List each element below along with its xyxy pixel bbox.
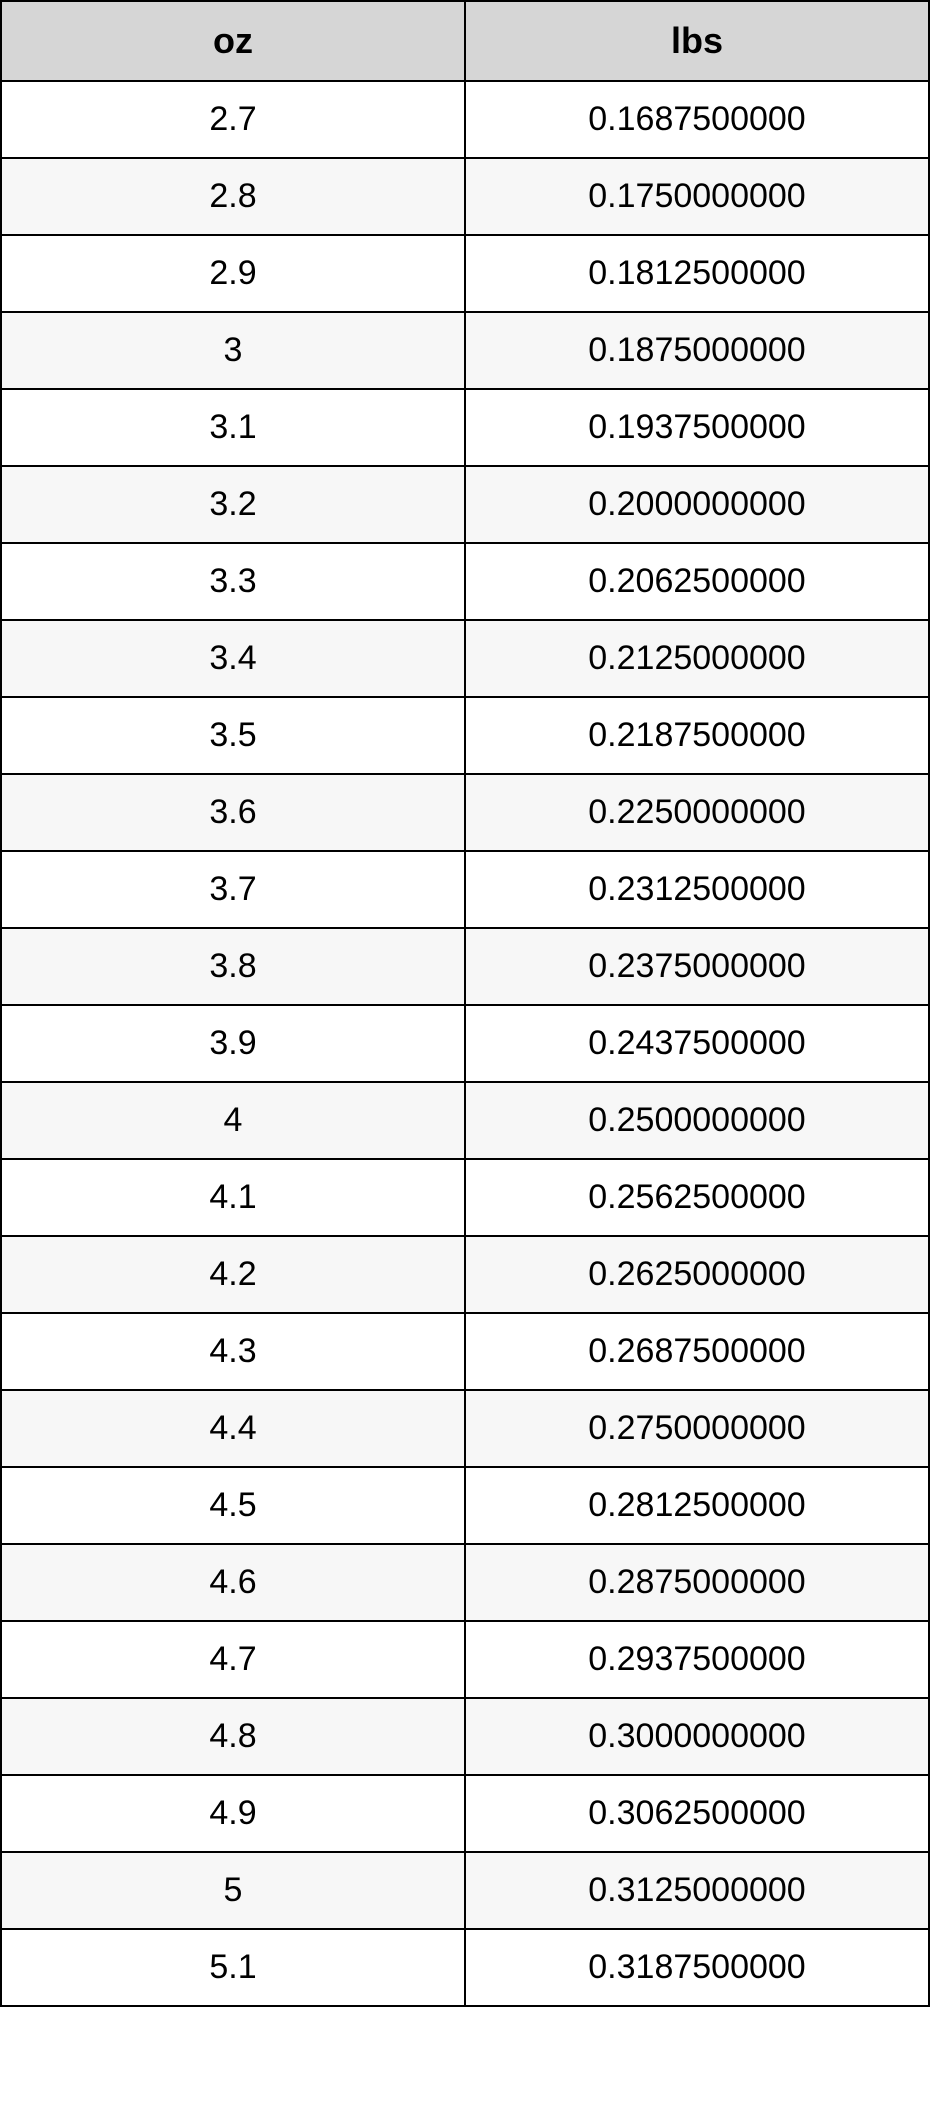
table-row: 3.20.2000000000 xyxy=(1,466,929,543)
cell-lbs: 0.2000000000 xyxy=(465,466,929,543)
cell-lbs: 0.1687500000 xyxy=(465,81,929,158)
table-row: 3.60.2250000000 xyxy=(1,774,929,851)
cell-oz: 3 xyxy=(1,312,465,389)
cell-oz: 5 xyxy=(1,1852,465,1929)
cell-lbs: 0.2750000000 xyxy=(465,1390,929,1467)
cell-lbs: 0.2125000000 xyxy=(465,620,929,697)
cell-oz: 3.7 xyxy=(1,851,465,928)
table-row: 2.70.1687500000 xyxy=(1,81,929,158)
cell-oz: 4.8 xyxy=(1,1698,465,1775)
table-row: 3.90.2437500000 xyxy=(1,1005,929,1082)
cell-oz: 4.2 xyxy=(1,1236,465,1313)
table-row: 4.60.2875000000 xyxy=(1,1544,929,1621)
table-row: 50.3125000000 xyxy=(1,1852,929,1929)
cell-oz: 4.7 xyxy=(1,1621,465,1698)
cell-lbs: 0.3000000000 xyxy=(465,1698,929,1775)
cell-oz: 4.5 xyxy=(1,1467,465,1544)
table-row: 30.1875000000 xyxy=(1,312,929,389)
table-row: 4.10.2562500000 xyxy=(1,1159,929,1236)
cell-lbs: 0.2812500000 xyxy=(465,1467,929,1544)
cell-lbs: 0.1875000000 xyxy=(465,312,929,389)
cell-oz: 4.6 xyxy=(1,1544,465,1621)
cell-oz: 4 xyxy=(1,1082,465,1159)
cell-lbs: 0.2312500000 xyxy=(465,851,929,928)
table-row: 4.90.3062500000 xyxy=(1,1775,929,1852)
cell-oz: 3.3 xyxy=(1,543,465,620)
cell-lbs: 0.2062500000 xyxy=(465,543,929,620)
cell-lbs: 0.2500000000 xyxy=(465,1082,929,1159)
cell-oz: 4.1 xyxy=(1,1159,465,1236)
table-body: 2.70.16875000002.80.17500000002.90.18125… xyxy=(1,81,929,2006)
table-row: 40.2500000000 xyxy=(1,1082,929,1159)
cell-lbs: 0.2250000000 xyxy=(465,774,929,851)
cell-lbs: 0.2937500000 xyxy=(465,1621,929,1698)
column-header-lbs: lbs xyxy=(465,1,929,81)
conversion-table: oz lbs 2.70.16875000002.80.17500000002.9… xyxy=(0,0,930,2007)
column-header-oz: oz xyxy=(1,1,465,81)
table-row: 5.10.3187500000 xyxy=(1,1929,929,2006)
table-row: 3.50.2187500000 xyxy=(1,697,929,774)
cell-oz: 3.1 xyxy=(1,389,465,466)
table-row: 3.30.2062500000 xyxy=(1,543,929,620)
cell-oz: 3.8 xyxy=(1,928,465,1005)
table-row: 3.70.2312500000 xyxy=(1,851,929,928)
cell-lbs: 0.1812500000 xyxy=(465,235,929,312)
cell-oz: 2.9 xyxy=(1,235,465,312)
cell-lbs: 0.2687500000 xyxy=(465,1313,929,1390)
table-row: 4.70.2937500000 xyxy=(1,1621,929,1698)
cell-oz: 4.9 xyxy=(1,1775,465,1852)
cell-oz: 4.3 xyxy=(1,1313,465,1390)
cell-oz: 2.7 xyxy=(1,81,465,158)
cell-oz: 3.2 xyxy=(1,466,465,543)
cell-lbs: 0.2437500000 xyxy=(465,1005,929,1082)
cell-oz: 3.9 xyxy=(1,1005,465,1082)
cell-lbs: 0.1750000000 xyxy=(465,158,929,235)
table-row: 2.90.1812500000 xyxy=(1,235,929,312)
cell-lbs: 0.2187500000 xyxy=(465,697,929,774)
table-row: 2.80.1750000000 xyxy=(1,158,929,235)
cell-oz: 2.8 xyxy=(1,158,465,235)
cell-lbs: 0.1937500000 xyxy=(465,389,929,466)
cell-lbs: 0.2625000000 xyxy=(465,1236,929,1313)
table-row: 4.80.3000000000 xyxy=(1,1698,929,1775)
table-row: 4.40.2750000000 xyxy=(1,1390,929,1467)
cell-oz: 3.6 xyxy=(1,774,465,851)
table-row: 4.20.2625000000 xyxy=(1,1236,929,1313)
cell-oz: 3.4 xyxy=(1,620,465,697)
cell-oz: 3.5 xyxy=(1,697,465,774)
cell-oz: 5.1 xyxy=(1,1929,465,2006)
cell-lbs: 0.3187500000 xyxy=(465,1929,929,2006)
table-row: 3.10.1937500000 xyxy=(1,389,929,466)
table-row: 3.40.2125000000 xyxy=(1,620,929,697)
cell-lbs: 0.2875000000 xyxy=(465,1544,929,1621)
table-header-row: oz lbs xyxy=(1,1,929,81)
cell-lbs: 0.3062500000 xyxy=(465,1775,929,1852)
cell-oz: 4.4 xyxy=(1,1390,465,1467)
table-row: 4.50.2812500000 xyxy=(1,1467,929,1544)
cell-lbs: 0.2375000000 xyxy=(465,928,929,1005)
table-row: 3.80.2375000000 xyxy=(1,928,929,1005)
cell-lbs: 0.2562500000 xyxy=(465,1159,929,1236)
table-row: 4.30.2687500000 xyxy=(1,1313,929,1390)
cell-lbs: 0.3125000000 xyxy=(465,1852,929,1929)
